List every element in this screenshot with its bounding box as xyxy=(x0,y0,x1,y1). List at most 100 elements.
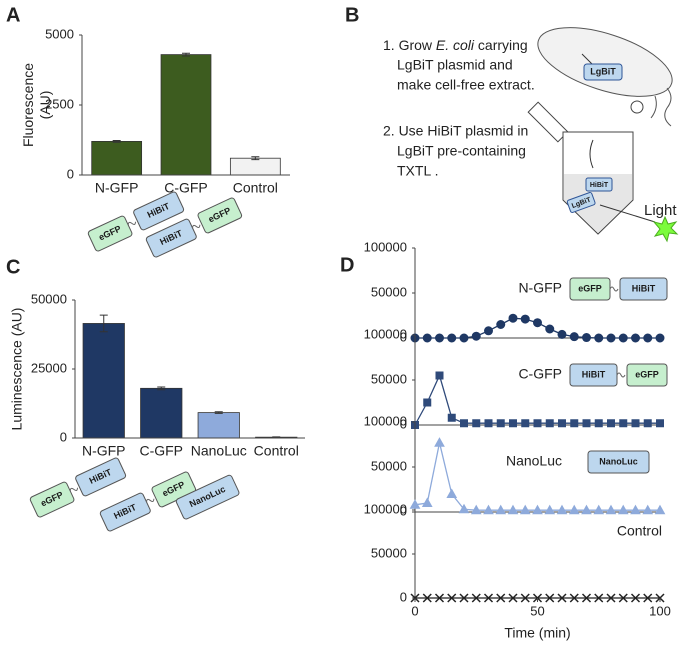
marker xyxy=(618,333,628,343)
marker xyxy=(533,318,543,328)
series-label: C-GFP xyxy=(518,366,562,382)
marker xyxy=(643,419,652,428)
y-tick-label: 5000 xyxy=(45,26,74,41)
marker xyxy=(435,333,445,343)
marker xyxy=(447,413,456,422)
y-axis-label: Fluorescence xyxy=(20,63,36,147)
panel-label: A xyxy=(6,4,20,26)
marker xyxy=(593,504,605,515)
y-tick-label: 50000 xyxy=(371,284,407,299)
marker xyxy=(643,333,653,343)
marker xyxy=(446,488,458,498)
marker xyxy=(459,593,469,603)
construct-box xyxy=(197,197,243,234)
x-tick-label: N-GFP xyxy=(82,443,126,459)
error-bar xyxy=(251,156,260,161)
text: 1. Grow xyxy=(383,37,436,53)
marker xyxy=(507,504,519,515)
marker xyxy=(654,504,666,515)
icon-text: eGFP xyxy=(578,283,602,293)
y-tick-label: 0 xyxy=(400,589,407,604)
droplet xyxy=(630,100,644,114)
series-label: N-GFP xyxy=(518,280,562,296)
light-arrow xyxy=(599,204,656,223)
construct-box xyxy=(145,218,197,258)
bar xyxy=(160,54,212,176)
marker xyxy=(520,314,530,324)
x-tick-label: Control xyxy=(233,180,278,196)
marker xyxy=(631,333,641,343)
marker xyxy=(496,419,505,428)
marker xyxy=(508,313,518,323)
marker xyxy=(532,504,543,515)
marker xyxy=(557,329,567,339)
y-tick-label: 0 xyxy=(400,503,407,518)
marker xyxy=(656,419,664,428)
marker xyxy=(471,331,481,341)
marker xyxy=(447,333,457,343)
linker xyxy=(616,372,626,378)
icon-text: NanoLuc xyxy=(599,456,638,466)
construct-box xyxy=(29,481,75,518)
diagram-b: 1. Grow E. coli carrying LgBiT plasmid a… xyxy=(383,27,679,243)
marker xyxy=(594,419,603,428)
marker xyxy=(533,419,542,428)
y-tick-label: 0 xyxy=(60,429,67,444)
marker xyxy=(582,333,592,343)
marker xyxy=(472,419,481,428)
marker xyxy=(545,419,554,428)
marker xyxy=(521,419,530,428)
linker xyxy=(69,487,79,492)
marker xyxy=(630,593,641,603)
step-text: LgBiT pre-containing xyxy=(397,143,526,159)
hibit-box xyxy=(585,177,613,192)
marker xyxy=(409,499,421,509)
step-text: TXTL . xyxy=(397,163,439,179)
marker xyxy=(447,593,457,603)
icon-text: HiBiT xyxy=(590,182,609,189)
marker xyxy=(607,419,615,428)
marker xyxy=(484,326,494,336)
marker xyxy=(618,593,628,603)
y-axis-label: (AU) xyxy=(37,91,53,120)
marker xyxy=(544,504,556,515)
bar xyxy=(82,323,125,439)
marker xyxy=(568,504,580,515)
marker xyxy=(421,497,433,507)
x-tick-label: NanoLuc xyxy=(191,443,247,459)
marker xyxy=(570,419,579,428)
x-tick-label: N-GFP xyxy=(95,180,139,196)
marker xyxy=(606,593,616,603)
marker xyxy=(435,371,444,380)
y-tick-label: 50000 xyxy=(371,545,407,560)
marker xyxy=(606,333,616,343)
text: E. coli xyxy=(436,37,475,53)
flagella xyxy=(650,87,672,127)
y-tick-label: 2500 xyxy=(45,96,74,111)
y-tick-label: 100000 xyxy=(364,326,407,341)
marker xyxy=(581,504,592,515)
series-label: Control xyxy=(617,523,662,539)
marker xyxy=(422,333,432,343)
marker xyxy=(569,332,579,342)
series-label: NanoLuc xyxy=(506,453,562,469)
marker xyxy=(470,504,482,515)
y-tick-label: 100000 xyxy=(364,501,407,516)
marker xyxy=(459,333,469,343)
step-text: 2. Use HiBiT plasmid in xyxy=(383,123,528,139)
y-tick-label: 50000 xyxy=(31,291,67,306)
y-tick-label: 25000 xyxy=(31,360,67,375)
marker xyxy=(422,593,432,603)
error-bar xyxy=(112,140,121,143)
bar xyxy=(197,412,240,439)
marker xyxy=(642,504,654,515)
lgbit-box xyxy=(566,191,596,213)
marker xyxy=(594,333,604,343)
panel-label: D xyxy=(340,254,354,276)
construct-box xyxy=(87,215,133,252)
marker xyxy=(483,504,494,515)
error-bar xyxy=(272,436,281,438)
